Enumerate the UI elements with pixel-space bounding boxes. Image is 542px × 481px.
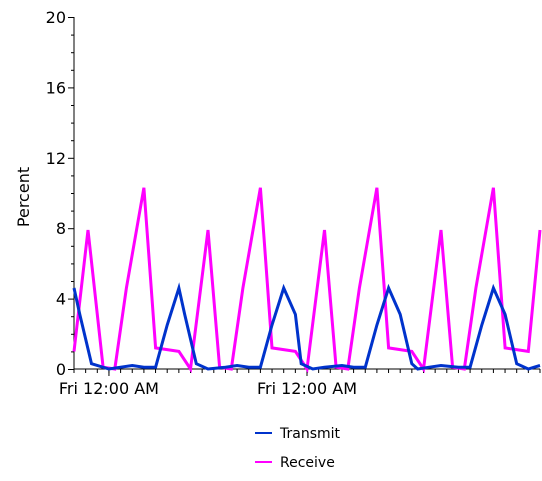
y-tick-label: 16 <box>46 78 66 97</box>
y-tick-label: 12 <box>46 149 66 168</box>
series-lines <box>72 187 542 374</box>
y-tick-label: 20 <box>46 8 66 27</box>
x-tick-labels: Fri 12:00 AM Fri 12:00 AM <box>59 379 357 398</box>
y-tick-label: 4 <box>56 290 66 309</box>
y-tick-label: 0 <box>56 360 66 379</box>
y-tick-label: 8 <box>56 219 66 238</box>
y-axis-label: Percent <box>14 167 33 227</box>
series-line-transmit <box>72 282 541 371</box>
legend-label-receive: Receive <box>280 455 335 471</box>
y-tick-labels: 0 4 8 12 16 20 <box>46 8 66 379</box>
x-tick-label: Fri 12:00 AM <box>257 379 357 398</box>
x-tick-label: Fri 12:00 AM <box>59 379 159 398</box>
series-line-receive <box>72 187 542 374</box>
axes <box>68 17 541 376</box>
legend: Transmit Receive <box>255 426 341 471</box>
legend-label-transmit: Transmit <box>279 426 341 442</box>
